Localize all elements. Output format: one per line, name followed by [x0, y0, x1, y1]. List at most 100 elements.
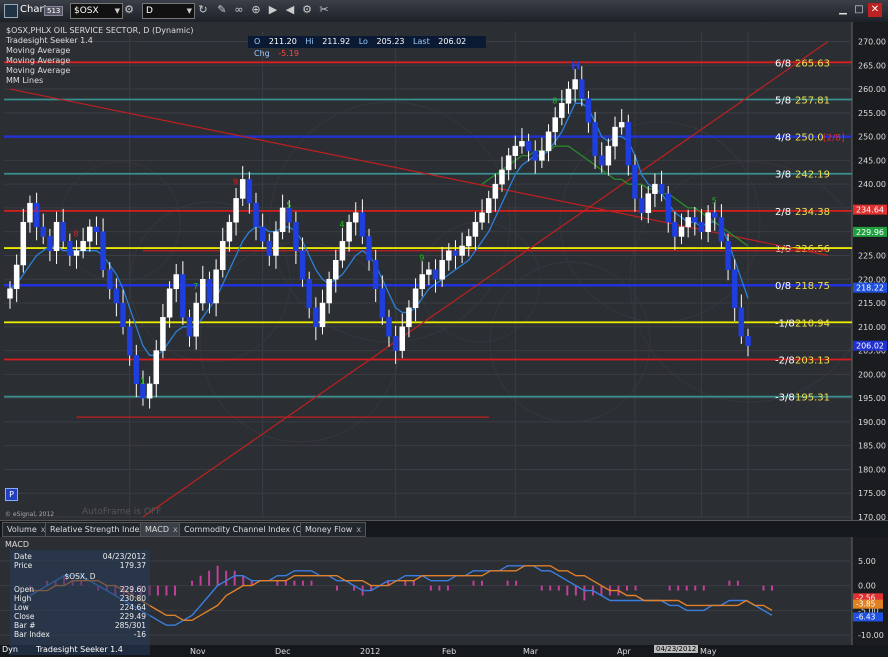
candle-down: [658, 183, 665, 194]
symbol-input[interactable]: $OSX ▼: [70, 3, 123, 19]
label: Close: [14, 612, 35, 621]
seeker-count: 8: [552, 97, 557, 106]
tab-volume[interactable]: Volume x: [2, 522, 51, 537]
candle-up: [399, 326, 406, 351]
candle-down: [725, 240, 731, 270]
price-tag: [853, 204, 887, 215]
autoframe-status: AutoFrame is OFF: [82, 507, 162, 517]
candle-down: [718, 217, 725, 242]
candle-up: [439, 259, 445, 280]
candle-down: [372, 259, 379, 290]
candle-up: [605, 145, 612, 166]
close-icon[interactable]: x: [40, 525, 46, 534]
mm-line-label: 6/8: [775, 58, 791, 69]
candle-up: [552, 117, 558, 133]
candle-up: [352, 212, 359, 223]
high-label: Hi: [305, 37, 314, 46]
maximize-button[interactable]: □: [854, 4, 864, 15]
mm-line-label: 4/8: [775, 133, 791, 144]
pencil-icon[interactable]: ✎: [217, 3, 227, 16]
indicator-item: Tradesight Seeker 1.4: [6, 36, 93, 45]
indicator-list: $OSX,PHLX OIL SERVICE SECTOR, D (Dynamic…: [6, 26, 194, 86]
date-axis-label: May: [700, 647, 717, 656]
databox-price: Price 179.37: [14, 561, 146, 570]
candle-up: [559, 103, 565, 118]
mm-line-value: 203.13: [795, 355, 830, 366]
link-icon[interactable]: ⚙: [124, 3, 134, 16]
macd-signal-line: [30, 565, 773, 621]
close-icon[interactable]: x: [172, 525, 178, 534]
candle-down: [731, 269, 738, 309]
value: 229.49: [119, 612, 146, 621]
candle-up: [612, 126, 618, 147]
candle-down: [100, 231, 106, 270]
candle-down: [259, 226, 266, 242]
candle-down: [180, 274, 186, 318]
tab-macd[interactable]: MACD x: [140, 522, 183, 537]
chevron-down-icon[interactable]: ▼: [186, 7, 192, 15]
period-input[interactable]: D ▼: [142, 3, 195, 19]
period-value: D: [146, 6, 153, 16]
candle-down: [579, 79, 585, 99]
mm-line-value: 250.0: [795, 133, 824, 144]
candle-down: [525, 141, 532, 152]
study-title: $OSX,PHLX OIL SERVICE SECTOR, D (Dynamic…: [6, 26, 194, 35]
play-icon[interactable]: ▶: [268, 3, 278, 16]
candle-up: [645, 193, 652, 213]
candle-up: [472, 221, 479, 237]
candle-down: [299, 250, 306, 280]
price-tag: [853, 340, 887, 351]
candle-down: [592, 122, 598, 156]
seeker-count: 5: [712, 196, 717, 205]
price-tag-label: 218.22: [856, 284, 884, 293]
candle-up: [153, 350, 160, 385]
settings-icon[interactable]: ⚙: [302, 3, 312, 16]
candle-down: [60, 221, 66, 242]
price-tag: [853, 226, 887, 237]
refresh-icon[interactable]: ↻: [198, 3, 208, 16]
date-cursor-label: 04/23/2012: [654, 645, 699, 653]
close-button[interactable]: ✕: [868, 3, 882, 17]
candle-down: [379, 288, 386, 318]
candle-down: [286, 207, 292, 223]
high-value: 211.92: [322, 37, 351, 46]
candle-up: [73, 250, 80, 256]
minimize-button[interactable]: ▁: [839, 4, 847, 15]
background-ring: [269, 101, 511, 343]
chevron-down-icon[interactable]: ▼: [114, 7, 120, 15]
candle-up: [519, 141, 525, 147]
value: 224.64: [119, 603, 146, 612]
price-tick-label: 190.00: [858, 418, 886, 427]
value: 04/23/2012: [102, 552, 146, 561]
close-icon[interactable]: x: [356, 525, 362, 534]
candle-down: [67, 240, 73, 256]
tools-icon[interactable]: ✂: [319, 3, 329, 16]
low-label: Lo: [358, 37, 368, 46]
seeker-count: 8: [73, 230, 78, 239]
candle-up: [333, 259, 339, 280]
candle-up: [505, 155, 512, 171]
price-chart[interactable]: 270.00 265.00 260.00 255.00 250.00 245.00 240.…: [0, 22, 888, 520]
price-tick-label: 175.00: [858, 489, 886, 498]
title-bar: Chart 513 $OSX ▼ ⚙ D ▼ ↻ ✎ ∞ ⊕ ▶ ◀ ⚙ ✂ ▁ □…: [0, 0, 888, 23]
mm-line-value: 218.75: [795, 281, 830, 292]
tab-money-flow[interactable]: Money Flow x: [300, 522, 367, 537]
chart-window-icon: [4, 4, 18, 18]
back-icon[interactable]: ◀: [285, 3, 295, 16]
dyn-label: Dyn: [2, 645, 18, 654]
candle-down: [392, 336, 399, 351]
candle-down: [625, 122, 632, 166]
candle-up: [193, 302, 199, 337]
candle-up: [705, 212, 711, 232]
link-chain-icon[interactable]: ∞: [234, 3, 244, 16]
candle-up: [459, 245, 465, 256]
data-window: Date 04/23/2012 Price 179.37 $OSX, D Open 2…: [10, 550, 150, 655]
date-axis-label: Dec: [275, 647, 290, 656]
databox-open: Open 229.60: [14, 585, 146, 594]
candle-down: [386, 317, 392, 337]
databox-barindex: Bar Index -16: [14, 630, 146, 639]
candle-up: [485, 198, 492, 213]
p-button[interactable]: P: [5, 488, 18, 501]
last-value: 206.02: [438, 37, 467, 46]
zoom-icon[interactable]: ⊕: [251, 3, 261, 16]
